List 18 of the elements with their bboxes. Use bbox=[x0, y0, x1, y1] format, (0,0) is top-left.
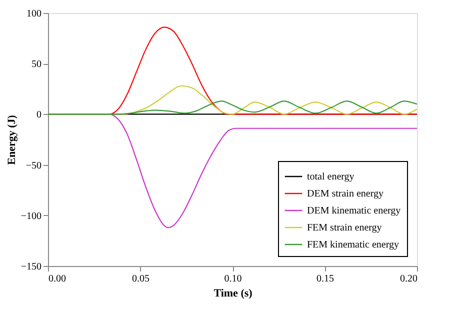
x-axis-title: Time (s) bbox=[214, 288, 253, 300]
legend-label: total energy bbox=[307, 172, 354, 182]
x-tick-label: 0.00 bbox=[48, 274, 66, 284]
y-tick-label: −100 bbox=[20, 210, 42, 222]
legend-label: DEM strain energy bbox=[307, 188, 384, 200]
y-tick-label: −50 bbox=[26, 160, 42, 172]
legend-label: DEM kinematic energy bbox=[307, 206, 401, 216]
x-tick-label: 0.10 bbox=[224, 274, 242, 284]
y-axis-title: Energy (J) bbox=[6, 114, 18, 165]
x-tick-label: 0.05 bbox=[132, 274, 150, 284]
y-tick-label: 100 bbox=[26, 8, 42, 20]
y-tick-label: 50 bbox=[32, 59, 42, 70]
legend-label: FEM strain energy bbox=[307, 222, 382, 234]
x-tick-label: 0.15 bbox=[316, 274, 334, 284]
y-tick-label: 0 bbox=[36, 110, 42, 121]
legend-label: FEM kinematic energy bbox=[307, 240, 400, 250]
y-tick-label: −150 bbox=[20, 262, 42, 272]
x-tick-label: 0.20 bbox=[400, 274, 418, 284]
